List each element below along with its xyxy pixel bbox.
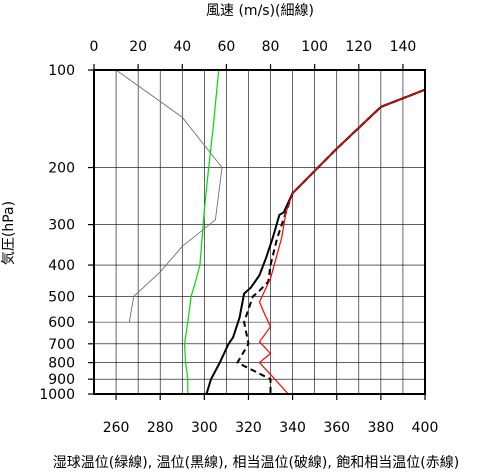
wind-tick-label: 140 xyxy=(390,39,417,55)
pressure-tick-label: 400 xyxy=(48,258,75,274)
wind-tick-label: 120 xyxy=(345,39,372,55)
temp-tick-label: 260 xyxy=(103,420,130,436)
wind-tick-label: 0 xyxy=(90,39,99,55)
left-axis-title: 気圧(hPa) xyxy=(1,201,17,265)
temp-tick-label: 280 xyxy=(147,420,174,436)
top-axis-title: 風速 (m/s)(細線) xyxy=(206,3,314,19)
pressure-tick-label: 800 xyxy=(48,356,75,372)
temp-tick-label: 300 xyxy=(191,420,218,436)
equivalent-potential-temperature-line xyxy=(236,88,426,394)
pressure-tick-label: 700 xyxy=(48,337,75,353)
temp-tick-label: 340 xyxy=(279,420,306,436)
temp-tick-label: 380 xyxy=(367,420,394,436)
wind-tick-label: 100 xyxy=(301,39,328,55)
bottom-axis-title: 湿球温位(緑線), 温位(黒線), 相当温位(破線), 飽和相当温位(赤線) xyxy=(53,454,459,471)
pressure-tick-label: 100 xyxy=(48,63,75,79)
saturated-equivalent-potential-temperature-line xyxy=(258,89,426,395)
pressure-tick-label: 1000 xyxy=(39,387,75,403)
wind-tick-label: 40 xyxy=(173,39,191,55)
potential-temperature-line xyxy=(205,88,426,395)
temp-tick-label: 360 xyxy=(323,420,350,436)
wind-line xyxy=(115,69,223,323)
pressure-tick-label: 300 xyxy=(48,218,75,234)
pressure-tick-label: 200 xyxy=(48,161,75,177)
plot-frame xyxy=(93,69,426,395)
temp-tick-label: 320 xyxy=(235,420,262,436)
wind-tick-label: 20 xyxy=(129,39,147,55)
pressure-tick-label: 900 xyxy=(48,372,75,388)
pressure-tick-label: 500 xyxy=(48,289,75,305)
wind-tick-label: 60 xyxy=(217,39,235,55)
series-layer xyxy=(115,69,426,395)
temp-tick-label: 400 xyxy=(412,420,439,436)
temperature-axis: 260 280 300 320 340 360 380 400 xyxy=(103,394,439,436)
wind-axis: 0 20 40 60 80 100 120 140 xyxy=(90,39,417,70)
wet-bulb-potential-temperature-line xyxy=(183,69,220,394)
grid xyxy=(93,69,426,395)
wind-tick-label: 80 xyxy=(262,39,280,55)
pressure-tick-label: 600 xyxy=(48,315,75,331)
